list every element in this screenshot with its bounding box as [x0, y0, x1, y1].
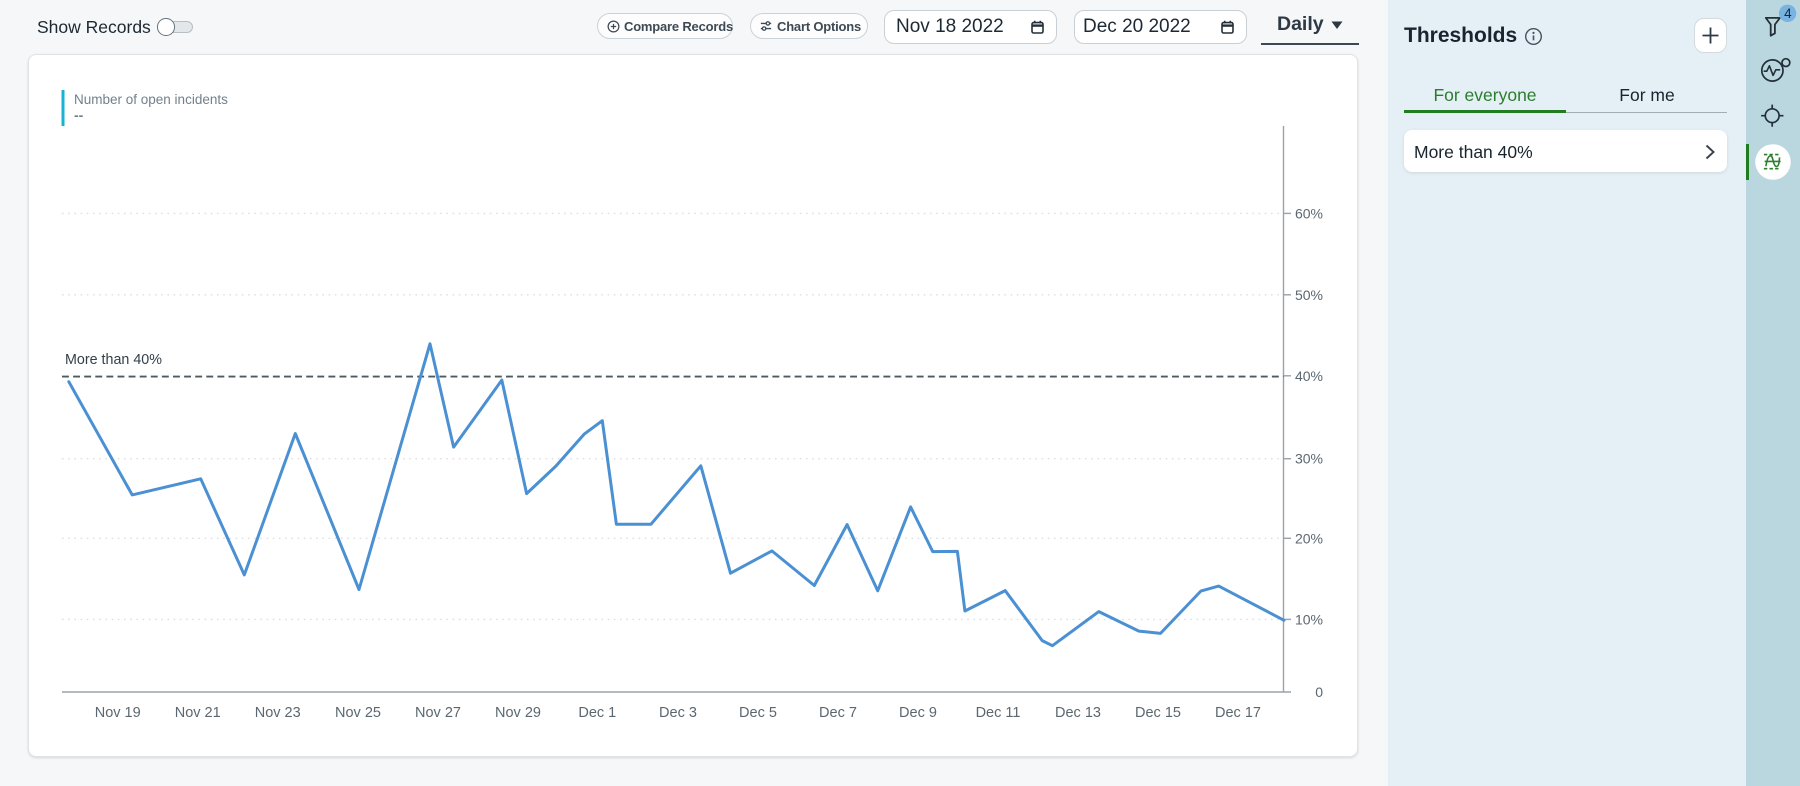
svg-text:Dec 9: Dec 9 — [899, 705, 937, 721]
svg-text:30%: 30% — [1295, 451, 1323, 467]
svg-text:50%: 50% — [1295, 287, 1323, 303]
svg-text:Dec 7: Dec 7 — [819, 705, 857, 721]
svg-text:Nov 25: Nov 25 — [335, 705, 381, 721]
svg-text:Nov 21: Nov 21 — [175, 705, 221, 721]
svg-text:4: 4 — [1784, 6, 1792, 21]
svg-text:Nov 27: Nov 27 — [415, 705, 461, 721]
svg-text:Dec 11: Dec 11 — [976, 705, 1021, 721]
svg-text:Nov 19: Nov 19 — [95, 705, 141, 721]
svg-text:Nov 29: Nov 29 — [495, 705, 541, 721]
svg-text:10%: 10% — [1295, 611, 1323, 627]
svg-text:Dec 1: Dec 1 — [578, 705, 616, 721]
svg-text:Dec 5: Dec 5 — [739, 705, 777, 721]
svg-text:60%: 60% — [1295, 205, 1323, 221]
svg-text:Nov 23: Nov 23 — [255, 705, 301, 721]
svg-text:20%: 20% — [1295, 530, 1323, 546]
svg-text:Dec 15: Dec 15 — [1135, 705, 1181, 721]
svg-text:Dec 13: Dec 13 — [1055, 705, 1101, 721]
svg-text:Dec 17: Dec 17 — [1215, 705, 1261, 721]
svg-text:More than 40%: More than 40% — [65, 352, 162, 368]
svg-text:Dec 3: Dec 3 — [659, 705, 697, 721]
svg-text:--: -- — [74, 107, 84, 123]
svg-text:0: 0 — [1315, 684, 1323, 700]
svg-text:40%: 40% — [1295, 368, 1323, 384]
svg-text:Number of open incidents: Number of open incidents — [74, 92, 228, 107]
